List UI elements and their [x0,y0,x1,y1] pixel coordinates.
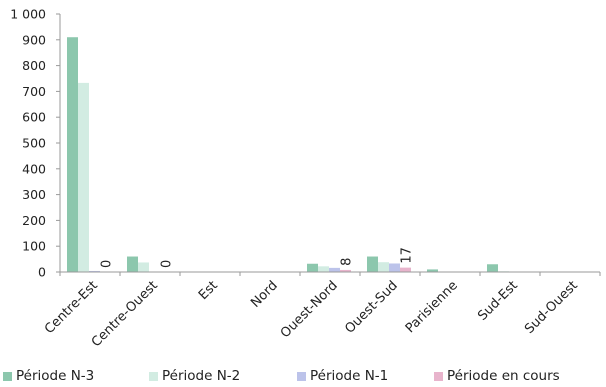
legend: Période N-3 Période N-2 Période N-1 Période… [0,366,606,386]
legend-item: Période N-1 [297,366,434,386]
y-tick-label: 0 [38,265,46,280]
bar [318,266,329,272]
legend-swatch [149,371,158,381]
bar [329,267,340,272]
data-label: 8 [340,258,355,266]
data-labels-group: 0 0 8 17 [100,247,415,268]
y-axis: 0 100 200 300 400 500 600 700 800 900 1 000 [10,7,61,280]
legend-item: Période N-3 [0,366,149,386]
x-tick-label: Parisienne [403,278,461,336]
data-label: 17 [400,247,415,264]
legend-label: Période N-3 [16,368,95,384]
bar [340,269,351,272]
bar [138,262,149,272]
legend-item: Période N-2 [149,366,297,386]
bar [400,267,411,272]
y-tick-label: 100 [22,239,46,254]
bar [378,262,389,272]
x-tick-label: Ouest-Sud [342,278,401,337]
legend-item: Période en cours [434,366,604,386]
legend-label: Période N-1 [310,368,389,384]
legend-swatch [297,371,306,381]
x-tick-label: Nord [248,278,281,311]
data-label: 0 [100,260,115,268]
legend-label: Période en cours [447,368,560,384]
y-tick-label: 1 000 [10,7,46,22]
y-tick-label: 200 [22,213,46,228]
data-label: 0 [160,260,175,268]
bar [427,269,438,272]
bars-group [67,37,509,272]
x-tick-label: Sud-Ouest [522,278,581,337]
y-tick-label: 500 [22,136,46,151]
x-tick-label: Est [196,278,221,303]
x-tick-label: Ouest-Nord [278,278,341,341]
x-tick-label: Centre-Est [42,278,101,337]
bar [89,270,100,272]
y-tick-label: 300 [22,187,46,202]
legend-label: Période N-2 [162,368,241,384]
y-tick-label: 400 [22,161,46,176]
y-tick-label: 800 [22,58,46,73]
bar [78,82,89,272]
bar [389,263,400,272]
bar [67,37,78,272]
y-tick-label: 900 [22,32,46,47]
legend-swatch [434,371,443,381]
legend-swatch [3,371,12,381]
x-tick-label: Sud-Est [475,278,521,324]
y-tick-label: 600 [22,110,46,125]
bar [367,256,378,272]
bar [307,263,318,272]
bar [127,256,138,272]
y-tick-label: 700 [22,84,46,99]
bar [487,264,498,272]
